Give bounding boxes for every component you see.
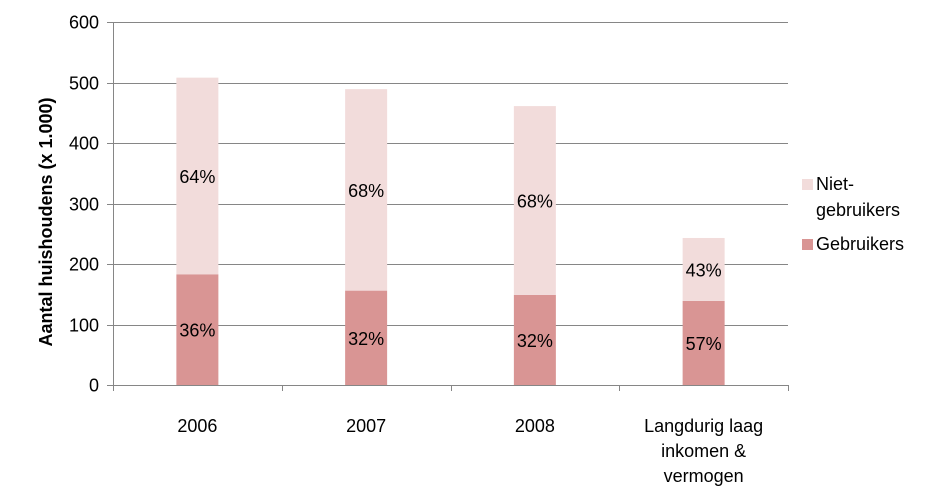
- x-category-label: 2008: [515, 416, 555, 436]
- bar-niet-gebruikers: [513, 106, 556, 295]
- y-tick-label: 400: [69, 134, 99, 154]
- axes: 0 100 200 300 400 500 600 2006 2007 2008 Langdurig…: [69, 13, 789, 486]
- bar-niet-gebruikers: [682, 237, 725, 301]
- bar-gebruikers: [513, 294, 556, 385]
- x-category-label: Langdurig laag inkomen & vermogen: [644, 416, 763, 486]
- bar-gebruikers: [345, 290, 388, 385]
- y-tick-label: 100: [69, 316, 99, 336]
- data-label: 68%: [348, 181, 384, 201]
- data-label: 68%: [517, 191, 553, 211]
- y-tick-label: 300: [69, 195, 99, 215]
- x-category-label: 2007: [346, 416, 386, 436]
- legend-swatch: [802, 239, 813, 250]
- y-axis-title: Aantal huishoudens (x 1.000): [36, 97, 56, 346]
- bar-niet-gebruikers: [176, 77, 219, 275]
- data-label: 32%: [348, 329, 384, 349]
- data-label: 43%: [686, 260, 722, 280]
- legend-label: Niet-gebruikers: [816, 174, 900, 220]
- y-tick-label: 0: [89, 376, 99, 396]
- data-label: 36%: [179, 321, 215, 341]
- legend-swatch: [802, 179, 813, 190]
- bar-gebruikers: [176, 274, 219, 385]
- gridlines: [113, 22, 788, 326]
- data-labels: 36% 64% 32% 68% 32% 68% 57% 43%: [179, 167, 721, 354]
- y-tick-label: 500: [69, 74, 99, 94]
- legend: Niet-gebruikers Gebruikers: [802, 174, 904, 254]
- legend-label: Gebruikers: [816, 234, 904, 254]
- x-category-label: 2006: [177, 416, 217, 436]
- data-label: 32%: [517, 331, 553, 351]
- bar-gebruikers: [682, 300, 725, 385]
- data-label: 64%: [179, 167, 215, 187]
- bars: [176, 77, 725, 385]
- y-tick-label: 600: [69, 13, 99, 33]
- bar-niet-gebruikers: [345, 89, 388, 291]
- data-label: 57%: [686, 334, 722, 354]
- y-tick-label: 200: [69, 255, 99, 275]
